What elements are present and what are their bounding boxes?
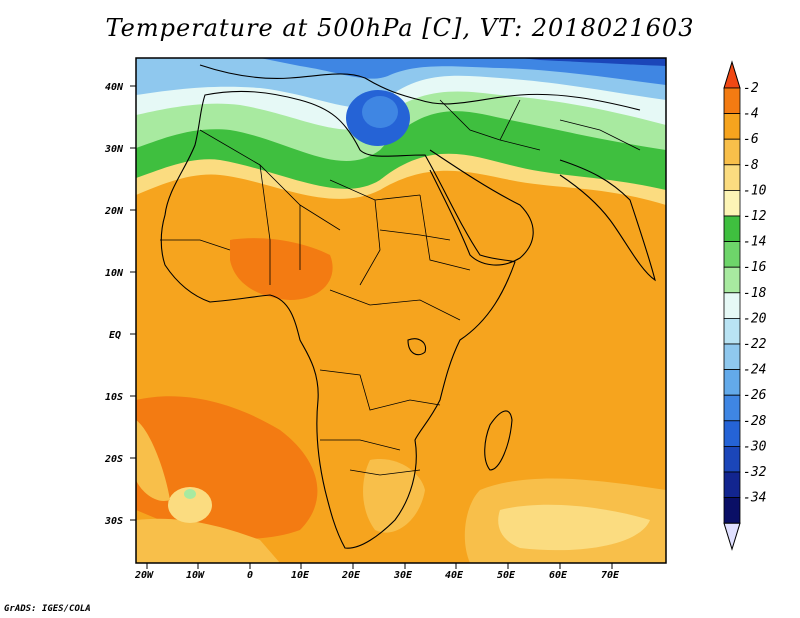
colorbar: -2 -4 -6 -8 -10 -12 -14 -16 -18 -20 -22 -24 -26 -28 -3… (723, 60, 767, 551)
colorbar-label: -14 (743, 235, 766, 250)
colorbar-box (723, 394, 741, 422)
lat-label: 20N (104, 206, 124, 217)
longitude-axis: 20W 10W 0 10E 20E 30E 40E 50E 60E 70E (134, 563, 620, 581)
colorbar-box (723, 87, 741, 115)
lon-label: 10W (186, 570, 205, 581)
colorbar-label: -4 (743, 107, 759, 122)
plot-frame (135, 57, 667, 564)
lat-label: 30S (104, 516, 123, 527)
colorbar-box (723, 164, 741, 191)
colorbar-label: -30 (743, 439, 767, 454)
lon-label: 50E (497, 570, 516, 581)
colorbar-box (723, 471, 741, 499)
colorbar-box (723, 215, 741, 243)
colorbar-label: -28 (743, 414, 767, 429)
colorbar-label: -2 (743, 81, 759, 96)
colorbar-label: -10 (743, 183, 767, 198)
lat-label: 20S (104, 454, 123, 465)
colorbar-label: -26 (743, 388, 767, 403)
country-borders (160, 99, 641, 476)
colorbar-box (723, 138, 741, 166)
temperature-field (136, 58, 666, 563)
lat-label: 30N (104, 144, 124, 155)
colorbar-box (723, 266, 741, 294)
colorbar-box (723, 292, 741, 319)
colorbar-label: -8 (743, 158, 759, 173)
colorbar-label: -20 (743, 311, 767, 326)
colorbar-box (723, 189, 741, 217)
colorbar-label: -16 (743, 260, 767, 275)
lon-label: 10E (291, 570, 310, 581)
colorbar-arrow-bottom (723, 522, 741, 551)
colorbar-box (723, 113, 741, 140)
latitude-axis: 40N 30N 20N 10N EQ 10S 20S 30S (104, 82, 136, 527)
colorbar-box (723, 369, 741, 396)
lon-label: 20W (134, 570, 154, 581)
lon-label: 70E (601, 570, 620, 581)
colorbar-box (723, 317, 741, 345)
lat-label: EQ (109, 330, 121, 341)
colorbar-arrow-top (723, 60, 741, 89)
colorbar-label: -34 (743, 491, 766, 506)
lat-label: 10S (105, 392, 123, 403)
lon-label: 30E (393, 570, 413, 581)
map-title: Temperature at 500hPa [C], VT: 201802160… (105, 14, 695, 42)
colorbar-box (723, 445, 741, 473)
coastlines (160, 64, 656, 549)
colorbar-label: -12 (743, 209, 767, 224)
lat-label: 10N (105, 268, 124, 279)
lon-label: 20E (341, 570, 361, 581)
credit-text: GrADS: IGES/COLA (4, 604, 91, 614)
colorbar-label: -24 (743, 363, 766, 378)
colorbar-box (723, 343, 741, 371)
colorbar-box (723, 241, 741, 268)
colorbar-label: -18 (743, 286, 767, 301)
lon-label: 60E (549, 570, 568, 581)
colorbar-label: -6 (743, 132, 759, 147)
lon-label: 40E (445, 570, 464, 581)
colorbar-label: -32 (743, 465, 767, 480)
lon-label: 0 (247, 570, 253, 581)
colorbar-box (723, 420, 741, 447)
colorbar-label: -22 (743, 337, 767, 352)
lat-label: 40N (105, 82, 124, 93)
colorbar-box (723, 497, 741, 524)
